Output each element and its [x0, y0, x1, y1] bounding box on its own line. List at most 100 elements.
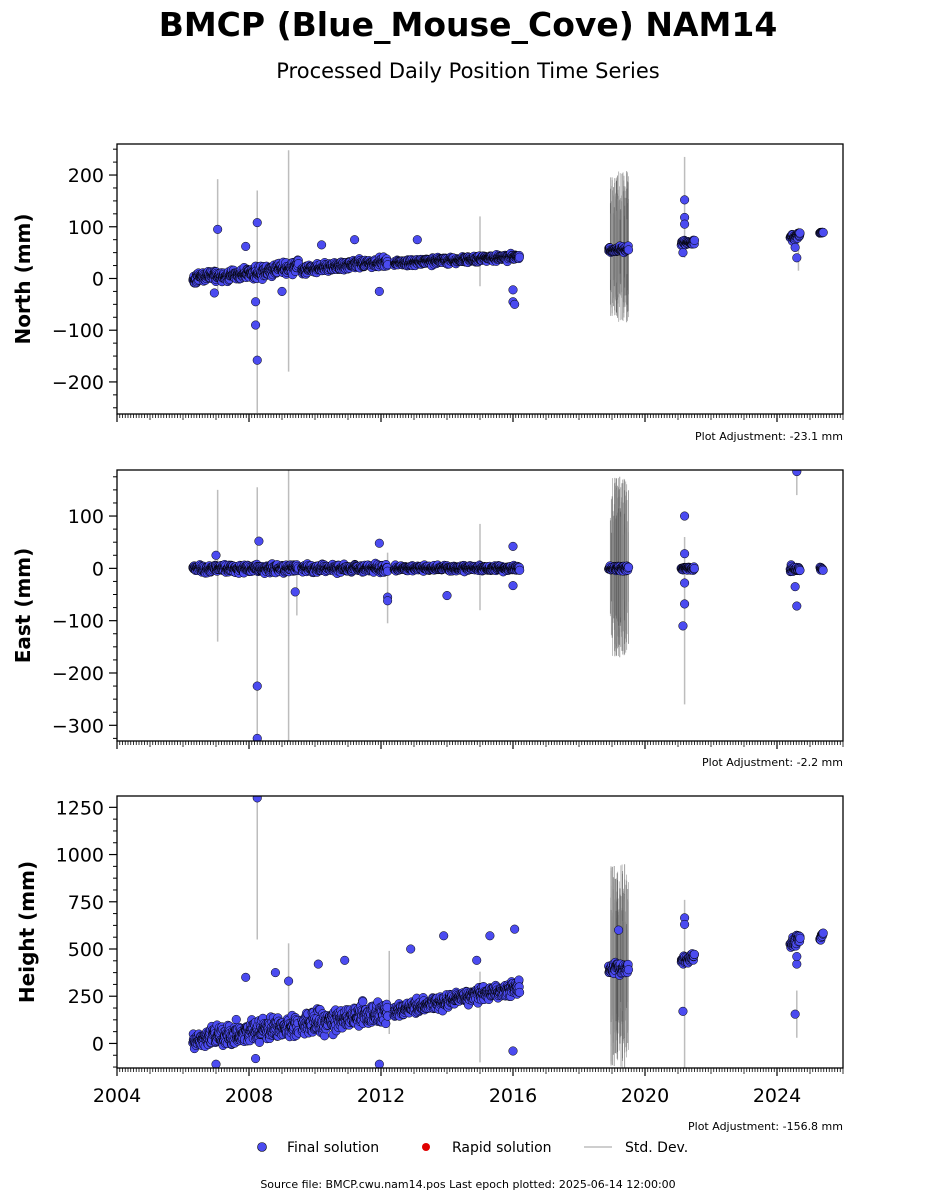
legend: Final solution Rapid solution Std. Dev.: [257, 1140, 688, 1156]
y-tick-label: −200: [52, 663, 104, 685]
data-point: [317, 240, 327, 250]
data-point: [680, 549, 690, 559]
data-point: [254, 1037, 265, 1047]
data-point: [251, 297, 261, 307]
data-point: [680, 195, 690, 205]
x-tick-label: 2004: [93, 1085, 141, 1107]
data-point: [680, 219, 690, 229]
y-tick-label: 500: [68, 939, 104, 961]
data-point: [624, 562, 634, 572]
data-point: [818, 565, 828, 575]
data-point: [383, 596, 393, 606]
plot-adjustment: Plot Adjustment: -156.8 mm: [688, 1120, 843, 1133]
subplot-3: 0 250 500 750 1000 1250 2004 2008 2012 2016 2020 20…: [15, 795, 844, 1133]
data-point: [790, 1009, 800, 1019]
data-point: [213, 224, 223, 234]
data-point: [680, 599, 690, 609]
data-point: [358, 997, 368, 1007]
final-solution-points: [188, 470, 828, 741]
plot-area: [188, 470, 828, 741]
data-point: [514, 252, 524, 262]
data-point: [374, 538, 384, 548]
data-point: [508, 1046, 518, 1056]
data-point: [472, 955, 482, 965]
subplots: −200 −100 0 100 200 North (mm) Plot Adjustment…: [11, 143, 844, 1133]
data-point: [252, 733, 262, 741]
data-point: [689, 235, 700, 245]
data-point: [406, 944, 416, 954]
data-point: [795, 565, 805, 575]
legend-final-marker: [257, 1142, 267, 1152]
data-point: [442, 591, 452, 601]
x-tick-label: 2016: [489, 1085, 537, 1107]
legend-std-label: Std. Dev.: [625, 1140, 688, 1156]
y-tick-label: 250: [68, 986, 104, 1008]
data-point: [284, 976, 294, 986]
data-point: [508, 581, 518, 591]
y-tick-label: 100: [68, 217, 104, 239]
data-point: [254, 536, 264, 546]
data-point: [790, 242, 800, 252]
data-point: [412, 235, 422, 245]
plot-adjustment: Plot Adjustment: -2.2 mm: [702, 756, 843, 769]
data-point: [792, 253, 802, 263]
data-point: [231, 1014, 241, 1025]
legend-rapid-marker: [422, 1143, 430, 1151]
y-tick-label: 1000: [56, 845, 104, 867]
data-point: [623, 965, 634, 975]
x-tick-label: 2008: [225, 1085, 273, 1107]
source-footer: Source file: BMCP.cwu.nam14.pos Last epo…: [260, 1178, 675, 1191]
y-axis-label: Height (mm): [15, 861, 39, 1003]
y-tick-label: 100: [68, 506, 104, 528]
data-point: [680, 578, 690, 588]
data-point: [792, 601, 802, 611]
y-axis-label: East (mm): [11, 548, 35, 664]
data-point: [485, 931, 495, 941]
data-point: [252, 796, 262, 803]
data-point: [818, 928, 828, 938]
y-tick-label: −200: [52, 372, 104, 394]
data-point: [350, 235, 360, 245]
data-point: [792, 952, 802, 962]
data-point: [678, 621, 688, 631]
chart-subtitle: Processed Daily Position Time Series: [276, 59, 660, 83]
data-point: [678, 1006, 688, 1016]
plot-area: [188, 796, 828, 1068]
data-point: [508, 541, 518, 551]
data-point: [790, 582, 800, 592]
data-point: [792, 470, 802, 477]
data-point: [374, 1059, 384, 1068]
subplot-1: −200 −100 0 100 200 North (mm) Plot Adjustment…: [11, 143, 844, 443]
x-tick-label: 2020: [621, 1085, 669, 1107]
plot-adjustment: Plot Adjustment: -23.1 mm: [695, 430, 843, 443]
data-point: [252, 355, 262, 365]
subplot-2: −300 −200 −100 0 100 East (mm) Plot Adjustment…: [11, 469, 844, 769]
x-tick-label: 2012: [357, 1085, 405, 1107]
data-point: [251, 1054, 261, 1064]
data-point: [211, 1059, 221, 1068]
data-point: [510, 299, 520, 309]
y-tick-label: −100: [52, 611, 104, 633]
data-point: [680, 511, 690, 521]
data-point: [290, 587, 300, 597]
data-point: [277, 286, 287, 296]
y-tick-label: 0: [92, 1033, 104, 1055]
data-point: [252, 681, 262, 691]
data-point: [340, 955, 350, 965]
data-point: [795, 933, 805, 943]
final-solution-points: [188, 195, 828, 365]
data-point: [689, 563, 699, 574]
y-tick-label: −100: [52, 320, 104, 342]
data-point: [209, 288, 219, 298]
legend-final-label: Final solution: [287, 1140, 379, 1156]
y-tick-label: 0: [92, 558, 104, 580]
plot-area: [188, 150, 828, 413]
y-tick-label: 750: [68, 892, 104, 914]
y-tick-label: 0: [92, 268, 104, 290]
std-dev-band: [610, 864, 629, 1068]
y-tick-label: 1250: [56, 797, 104, 819]
data-point: [795, 228, 805, 238]
data-point: [313, 959, 323, 969]
data-point: [623, 245, 634, 255]
